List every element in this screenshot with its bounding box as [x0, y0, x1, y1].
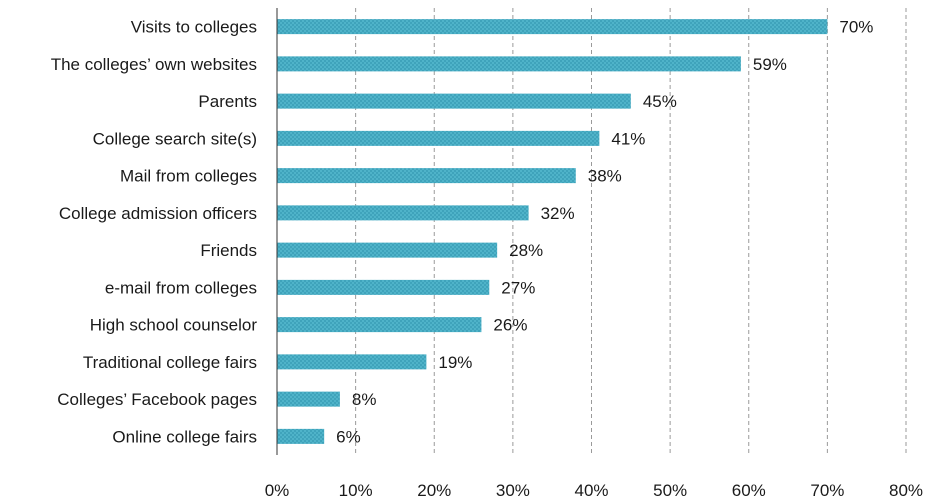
category-label: Visits to colleges — [131, 18, 257, 37]
data-label: 6% — [336, 427, 361, 446]
bar — [277, 168, 576, 184]
x-tick-label: 10% — [339, 481, 373, 500]
category-label: College search site(s) — [93, 129, 257, 148]
bar — [277, 428, 325, 444]
bar — [277, 391, 340, 407]
x-tick-label: 50% — [653, 481, 687, 500]
category-label: Mail from colleges — [120, 167, 257, 186]
bar — [277, 93, 631, 109]
bar — [277, 205, 529, 221]
data-label: 59% — [753, 55, 787, 74]
x-tick-label: 30% — [496, 481, 530, 500]
data-label: 8% — [352, 390, 377, 409]
category-label: High school counselor — [90, 316, 258, 335]
data-label: 28% — [509, 241, 543, 260]
bar — [277, 317, 482, 333]
x-tick-label: 60% — [732, 481, 766, 500]
category-label: Friends — [200, 241, 257, 260]
category-labels: Visits to colleges The colleges’ own webs… — [51, 18, 258, 447]
category-label: Online college fairs — [112, 427, 257, 446]
bar — [277, 354, 427, 370]
category-label: Colleges’ Facebook pages — [57, 390, 257, 409]
data-label: 27% — [501, 278, 535, 297]
category-label: College admission officers — [59, 204, 257, 223]
category-label: Traditional college fairs — [83, 353, 257, 372]
x-tick-label: 70% — [810, 481, 844, 500]
data-label: 26% — [493, 316, 527, 335]
bar — [277, 279, 490, 295]
data-label: 19% — [438, 353, 472, 372]
category-label: Parents — [198, 92, 257, 111]
category-label: e-mail from colleges — [105, 278, 257, 297]
bar — [277, 130, 600, 146]
data-label: 41% — [611, 129, 645, 148]
data-label: 32% — [541, 204, 575, 223]
data-label: 70% — [839, 18, 873, 37]
data-label: 38% — [588, 167, 622, 186]
bar — [277, 242, 498, 258]
bar — [277, 19, 828, 35]
bar — [277, 56, 741, 72]
x-tick-label: 40% — [574, 481, 608, 500]
x-axis-tick-labels: 0% 10% 20% 30% 40% 50% 60% 70% 80% — [265, 481, 923, 500]
grid-lines — [355, 8, 907, 455]
category-label: The colleges’ own websites — [51, 55, 257, 74]
x-tick-label: 80% — [889, 481, 923, 500]
data-label: 45% — [643, 92, 677, 111]
data-labels: 70% 59% 45% 41% 38% 32% 28% 27% 26% 19% 8% 6% — [336, 18, 873, 447]
x-tick-label: 0% — [265, 481, 290, 500]
bars — [277, 19, 828, 444]
x-tick-label: 20% — [417, 481, 451, 500]
